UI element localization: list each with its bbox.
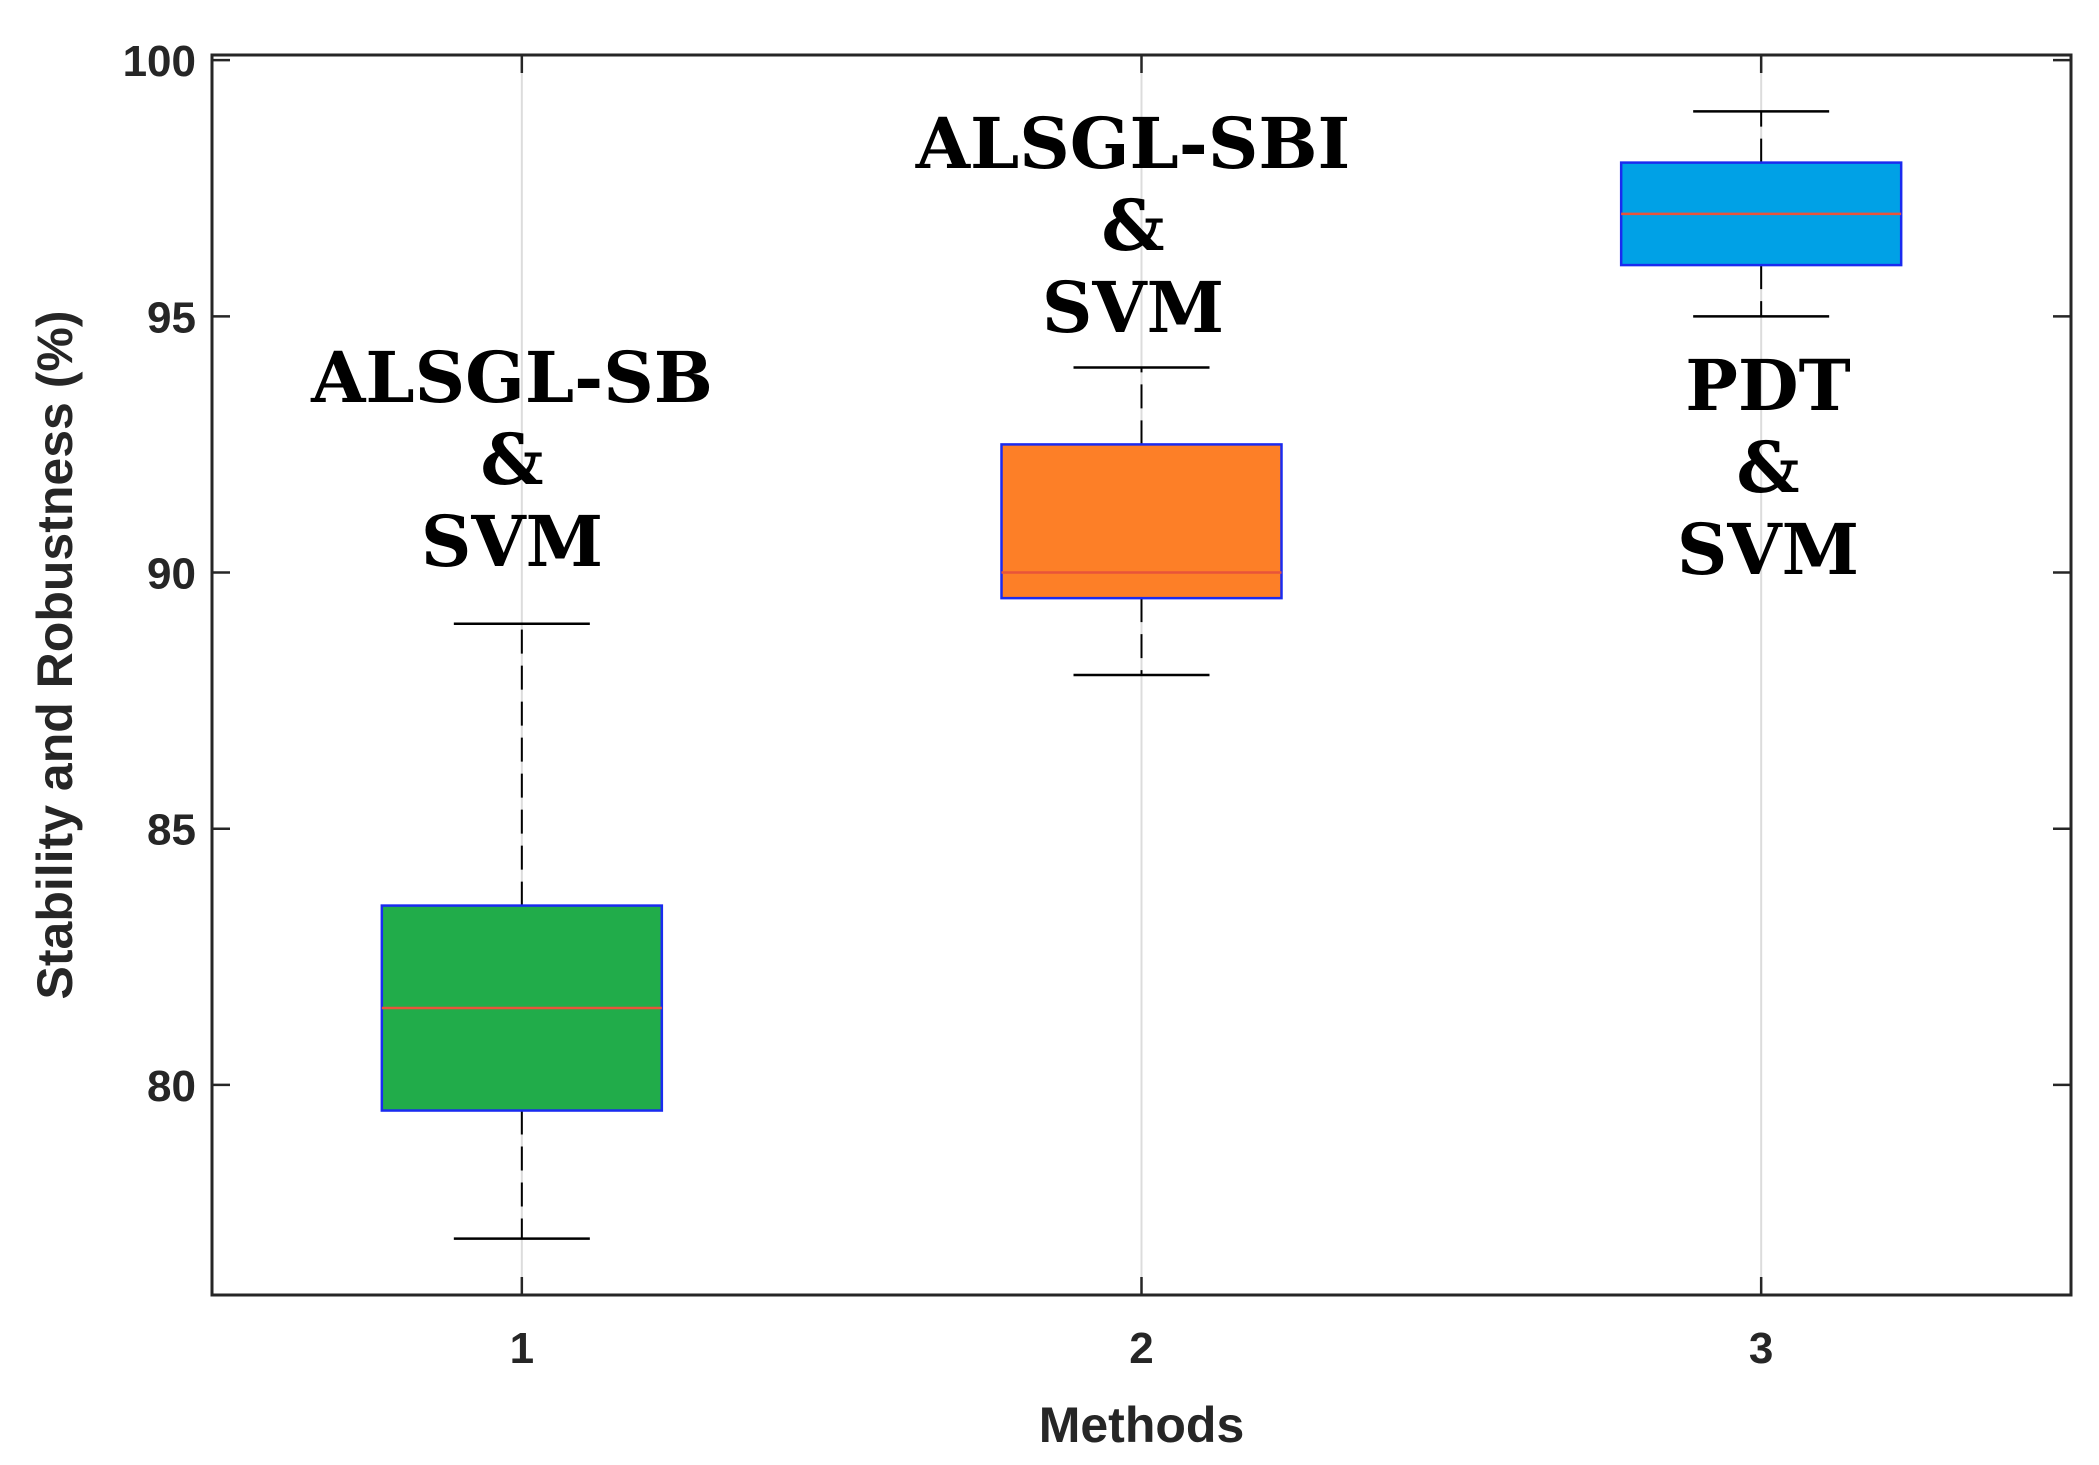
- x-tick-label: 2: [1129, 1324, 1153, 1373]
- annotation-line: &: [480, 418, 543, 501]
- y-tick-label: 80: [147, 1062, 196, 1111]
- y-tick-label: 90: [147, 550, 196, 599]
- box-group: [1000, 366, 1283, 677]
- y-axis-label: Stability and Robustness (%): [27, 311, 83, 1000]
- box-group: [1619, 110, 1903, 318]
- y-tick-label: 95: [147, 293, 196, 342]
- x-axis-label: Methods: [1039, 1397, 1245, 1453]
- annotation-line: ALSGL-SBI: [915, 102, 1351, 185]
- annotation-line: SVM: [421, 500, 603, 583]
- y-tick-label: 100: [123, 37, 196, 86]
- annotation-line: &: [1736, 426, 1799, 509]
- method-annotation: ALSGL-SB&SVM: [310, 336, 713, 583]
- annotation-line: PDT: [1685, 344, 1850, 427]
- box-layer: [380, 110, 1903, 1240]
- tick-layer: 1 2 3 80 85 90 95 100: [123, 37, 2071, 1373]
- annotation-line: SVM: [1677, 508, 1859, 591]
- annotation-line: ALSGL-SB: [310, 336, 713, 419]
- x-tick-label: 1: [510, 1324, 534, 1373]
- box-group: [380, 622, 664, 1240]
- annotation-line: &: [1101, 184, 1164, 267]
- x-tick-label: 3: [1749, 1324, 1773, 1373]
- annotation-line: SVM: [1042, 266, 1224, 349]
- method-annotation: ALSGL-SBI&SVM: [915, 102, 1351, 349]
- method-annotation: PDT&SVM: [1677, 344, 1859, 591]
- box-iqr: [1000, 443, 1283, 600]
- y-tick-label: 85: [147, 806, 196, 855]
